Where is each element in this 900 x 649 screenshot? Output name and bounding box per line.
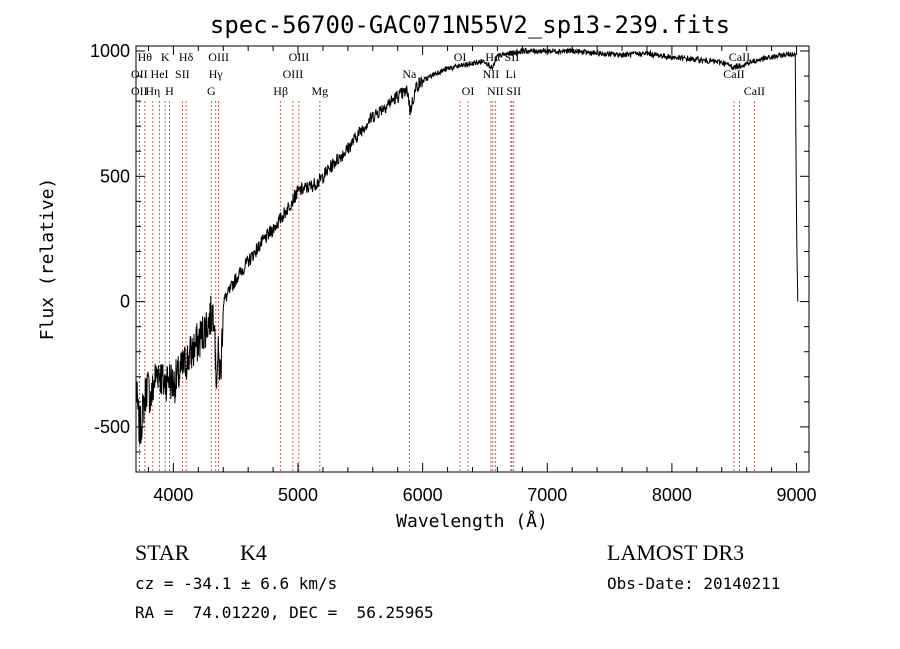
line-label-oiii: OIII [289, 50, 310, 64]
line-label-oii: OII [131, 84, 148, 98]
line-label-li: Li [506, 67, 517, 81]
observation-date: Obs-Date: 20140211 [607, 574, 781, 593]
line-label-oiii: OIII [283, 67, 304, 81]
line-label-hγ: Hγ [209, 67, 224, 81]
line-label-k: K [161, 50, 170, 64]
line-label-hβ: Hβ [273, 84, 288, 98]
x-axis-label: Wavelength (Å) [396, 510, 548, 532]
y-tick-label: 0 [120, 292, 130, 312]
emission-line-markers [138, 101, 755, 472]
line-label-g: G [207, 84, 216, 98]
x-tick-label: 8000 [652, 485, 692, 505]
line-label-oii: OII [131, 67, 148, 81]
line-label-hθ: Hθ [138, 50, 153, 64]
line-label-h: H [165, 84, 174, 98]
line-label-caii: CaII [723, 67, 744, 81]
x-tick-label: 9000 [777, 485, 817, 505]
x-tick-label: 7000 [527, 485, 567, 505]
redshift-velocity: cz = -34.1 ± 6.6 km/s [135, 574, 338, 593]
line-label-caii: CaII [729, 50, 750, 64]
line-label-oiii: OIII [208, 50, 229, 64]
x-tick-label: 4000 [153, 485, 193, 505]
y-tick-label: 1000 [90, 41, 130, 61]
line-label-hα: Hα [485, 50, 501, 64]
line-label-sii: SII [175, 67, 190, 81]
x-tick-label: 6000 [403, 485, 443, 505]
plot-frame [135, 45, 810, 473]
y-tick-label: 500 [100, 166, 130, 186]
line-label-hη: Hη [145, 84, 160, 98]
y-axis-label: Flux (relative) [37, 178, 58, 341]
line-label-mg: Mg [311, 84, 328, 98]
line-label-hδ: Hδ [179, 50, 194, 64]
line-label-caii: CaII [744, 84, 765, 98]
line-label-hei: HeI [151, 67, 169, 81]
object-class: STAR [135, 540, 190, 565]
survey-name: LAMOST DR3 [607, 540, 745, 565]
line-label-oi: OI [462, 84, 475, 98]
y-tick-label: -500 [94, 417, 130, 437]
x-axis-ticks: 4000 5000 6000 7000 8000 9000 [147, 46, 817, 505]
object-subclass: K4 [240, 540, 267, 565]
x-tick-label: 5000 [278, 485, 318, 505]
line-label-nii: NII [483, 67, 500, 81]
line-label-nii: NII [487, 84, 504, 98]
chart-title: spec-56700-GAC071N55V2_sp13-239.fits [210, 11, 730, 39]
line-label-oi: OI [454, 50, 467, 64]
line-label-na: Na [402, 67, 417, 81]
coordinates: RA = 74.01220, DEC = 56.25965 [135, 603, 434, 622]
y-axis-ticks: -500 0 500 1000 [90, 41, 809, 453]
line-label-sii: SII [506, 84, 521, 98]
spectrum-trace [135, 47, 799, 445]
